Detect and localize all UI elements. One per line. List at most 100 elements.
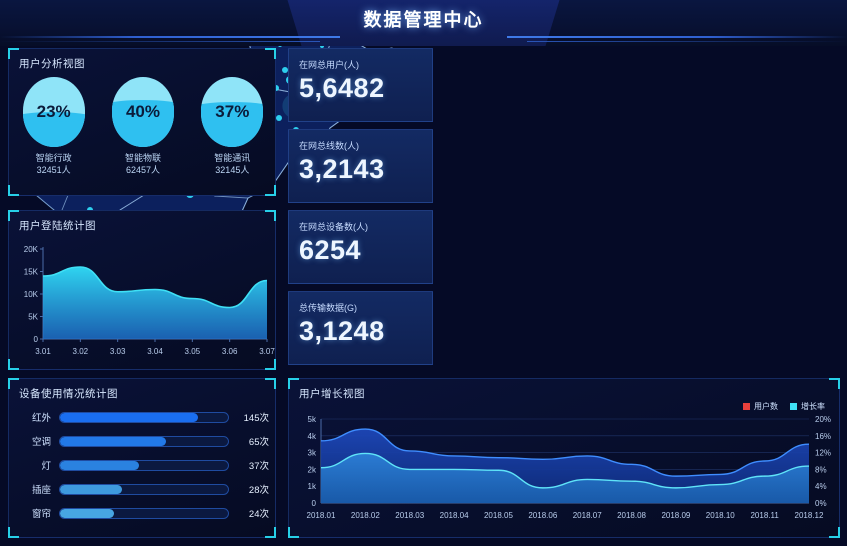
dashboard-header: 数据管理中心 xyxy=(0,0,847,46)
login-xtick: 3.07 xyxy=(259,347,275,356)
growth-xtick: 2018.09 xyxy=(661,511,690,520)
bar-track xyxy=(59,435,229,447)
gauge-percent: 37% xyxy=(215,102,250,121)
bar-row[interactable]: 窗帘 24次 xyxy=(9,501,277,525)
growth-ytick-left: 0 xyxy=(312,499,317,508)
growth-area-rate xyxy=(321,453,809,503)
login-ytick: 0 xyxy=(34,335,39,344)
gauge-percent: 23% xyxy=(36,102,71,121)
corner-bracket-bl xyxy=(288,527,299,538)
legend-swatch xyxy=(743,403,750,410)
header-line-left xyxy=(0,36,340,38)
login-ytick: 10K xyxy=(24,290,39,299)
bar-row[interactable]: 空调 65次 xyxy=(9,429,277,453)
bar-fill xyxy=(60,436,166,446)
growth-ytick-left: 5k xyxy=(308,415,317,424)
page-title: 数据管理中心 xyxy=(363,10,484,30)
gauge-ball: 40% xyxy=(111,77,174,147)
bar-fill xyxy=(60,484,123,494)
panel-user-analysis: 用户分析视图 23% 智能行政 32451人 40% 智能物联 62457人 37% 智能通讯… xyxy=(8,48,276,196)
device-bar-list: 红外 145次 空调 65次灯 37次插座 28次窗帘 24次 xyxy=(9,405,277,525)
bar-track xyxy=(59,507,229,519)
growth-ytick-left: 2k xyxy=(308,465,317,474)
corner-bracket-tr xyxy=(265,210,276,221)
corner-bracket-tl xyxy=(8,378,19,389)
panel-title-user-growth: 用户增长视图 xyxy=(299,388,365,400)
kpi-value: 3,2143 xyxy=(299,154,385,184)
login-area xyxy=(43,267,267,339)
growth-legend-item[interactable]: 增长率 xyxy=(790,401,825,412)
login-chart: 0 5K 10K 15K 20K 3.01 3.02 3.03 3.04 3.05 3.06 3.07 xyxy=(9,235,277,371)
growth-xtick: 2018.01 xyxy=(307,511,336,520)
growth-ytick-right: 12% xyxy=(815,449,831,458)
bar-row[interactable]: 插座 28次 xyxy=(9,477,277,501)
growth-xtick: 2018.04 xyxy=(440,511,469,520)
bar-row[interactable]: 红外 145次 xyxy=(9,405,277,429)
growth-ytick-right: 16% xyxy=(815,432,831,441)
gauge-2[interactable]: 40% 智能物联 62457人 xyxy=(107,77,179,176)
corner-bracket-bl xyxy=(8,359,19,370)
header-line2-left xyxy=(0,41,320,42)
kpi-value: 3,1248 xyxy=(299,316,385,346)
corner-bracket-bl xyxy=(8,527,19,538)
map-dot[interactable] xyxy=(282,67,288,73)
corner-bracket-br xyxy=(265,359,276,370)
growth-xtick: 2018.03 xyxy=(395,511,424,520)
growth-xtick: 2018.07 xyxy=(573,511,602,520)
corner-bracket-tl xyxy=(288,378,299,389)
bar-label: 窗帘 xyxy=(31,509,51,520)
growth-xtick: 2018.10 xyxy=(706,511,735,520)
map-dot[interactable] xyxy=(276,115,282,121)
bar-track xyxy=(59,483,229,495)
kpi-card-4[interactable]: 总传输数据(G) 3,1248 xyxy=(288,291,433,365)
kpi-card-3[interactable]: 在网总设备数(人) 6254 xyxy=(288,210,433,284)
growth-ytick-right: 20% xyxy=(815,415,831,424)
bar-row[interactable]: 灯 37次 xyxy=(9,453,277,477)
panel-title-login-stats: 用户登陆统计图 xyxy=(19,220,96,232)
kpi-value: 6254 xyxy=(299,235,362,265)
growth-line-rate xyxy=(320,452,810,489)
bar-value: 24次 xyxy=(248,509,269,520)
legend-label: 用户数 xyxy=(754,402,778,411)
login-ytick: 15K xyxy=(24,268,39,277)
growth-xtick: 2018.06 xyxy=(528,511,557,520)
bar-fill xyxy=(60,508,114,518)
growth-xtick: 2018.12 xyxy=(795,511,824,520)
bar-label: 灯 xyxy=(41,461,51,472)
login-xtick: 3.01 xyxy=(35,347,51,356)
corner-bracket-br xyxy=(829,527,840,538)
growth-ytick-right: 8% xyxy=(815,465,827,474)
gauge-ball: 23% xyxy=(22,77,85,147)
gauge-label: 智能物联 62457人 xyxy=(124,153,161,176)
panel-login-stats: 用户登陆统计图 0 5K 10K 15K 20K 3.01 3.02 3.03 3.04 3.05… xyxy=(8,210,276,370)
growth-xtick: 2018.02 xyxy=(351,511,380,520)
gauge-3[interactable]: 37% 智能通讯 32145人 xyxy=(196,77,268,176)
growth-legend-item[interactable]: 用户数 xyxy=(743,401,778,412)
corner-bracket-bl xyxy=(8,185,19,196)
gauge-liquid xyxy=(22,117,85,147)
growth-ytick-right: 0% xyxy=(815,499,827,508)
gauge-label: 智能通讯 32145人 xyxy=(214,153,251,176)
header-line-right xyxy=(507,36,847,38)
gauge-liquid xyxy=(201,107,264,147)
gauge-wave xyxy=(201,102,264,112)
kpi-card-2[interactable]: 在网总线数(人) 3,2143 xyxy=(288,129,433,203)
bar-track xyxy=(59,411,229,423)
kpi-value: 5,6482 xyxy=(299,73,385,103)
bar-label: 插座 xyxy=(31,485,51,496)
login-xtick: 3.02 xyxy=(73,347,89,356)
panel-user-growth: 用户增长视图 用户数 增长率 0 0% 1k 4% 2k 8% 3k 12% 4k 16% 5k 20%… xyxy=(288,378,840,538)
kpi-card-1[interactable]: 在网总用户(人) 5,6482 xyxy=(288,48,433,122)
gauge-wave xyxy=(22,112,85,122)
login-xtick: 3.03 xyxy=(110,347,126,356)
panel-title-device-usage: 设备使用情况统计图 xyxy=(19,388,118,400)
login-ytick: 20K xyxy=(24,245,39,254)
gauge-1[interactable]: 23% 智能行政 32451人 xyxy=(18,77,90,176)
legend-swatch xyxy=(790,403,797,410)
growth-ytick-left: 1k xyxy=(308,482,317,491)
corner-bracket-br xyxy=(265,527,276,538)
bar-value: 37次 xyxy=(248,461,269,472)
gauge-wave xyxy=(111,100,174,110)
bar-value: 65次 xyxy=(248,437,269,448)
corner-bracket-tr xyxy=(829,378,840,389)
